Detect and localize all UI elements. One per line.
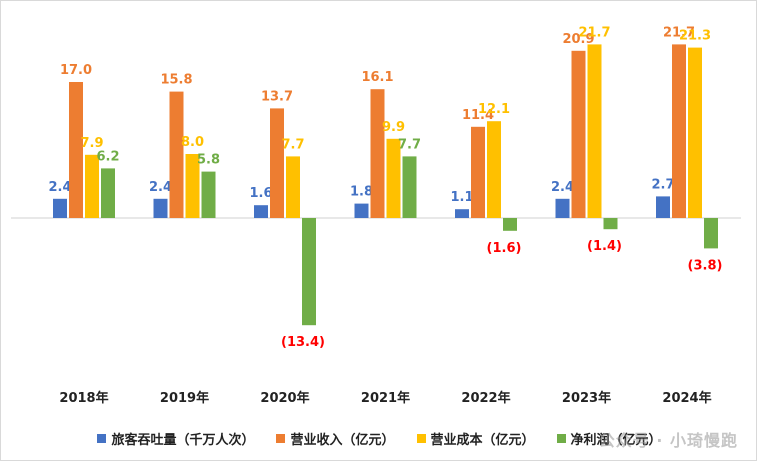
bar <box>503 218 517 231</box>
legend-item: 旅客吞吐量（千万人次） <box>97 429 254 448</box>
bar <box>688 47 702 218</box>
data-label: 7.7 <box>398 137 421 152</box>
bar <box>85 154 99 218</box>
bar <box>656 196 670 218</box>
legend-item: 营业收入（亿元） <box>276 429 395 448</box>
bar <box>185 154 200 218</box>
data-label: 1.6 <box>249 186 272 201</box>
watermark-text: 公众号 · 小琦慢跑 <box>598 431 738 450</box>
category-label: 2018年 <box>59 390 108 406</box>
data-label: 2.7 <box>651 177 674 192</box>
data-label: 21.7 <box>578 25 610 40</box>
data-label: 20.9 <box>562 32 594 47</box>
data-label: (1.4) <box>587 239 622 254</box>
legend-swatch <box>556 434 566 443</box>
bar <box>254 205 268 218</box>
data-label: 5.8 <box>197 153 220 168</box>
data-label: 7.7 <box>281 137 304 152</box>
bar <box>487 121 501 218</box>
data-label: 2.4 <box>48 180 71 195</box>
bar <box>286 156 300 218</box>
data-label: 16.1 <box>361 70 393 85</box>
data-label: 1.1 <box>450 190 473 205</box>
legend-swatch <box>276 434 286 443</box>
bar <box>402 156 417 218</box>
category-label: 2023年 <box>562 390 611 406</box>
data-label: 21.3 <box>679 29 711 44</box>
data-label: 2.4 <box>149 180 172 195</box>
category-label: 2022年 <box>461 390 510 406</box>
legend-label: 旅客吞吐量（千万人次） <box>111 433 255 448</box>
data-label: 21.7 <box>663 25 695 40</box>
data-label: 2.4 <box>551 180 574 195</box>
category-label: 2020年 <box>260 390 309 406</box>
bar <box>169 91 184 218</box>
bar <box>571 50 586 218</box>
data-label: 1.8 <box>350 185 373 200</box>
data-label: (13.4) <box>281 335 325 350</box>
bar <box>354 203 369 218</box>
category-label: 2024年 <box>662 390 711 406</box>
bar <box>370 89 385 218</box>
data-label: 7.9 <box>80 136 103 151</box>
bar <box>455 209 469 218</box>
data-label: 12.1 <box>478 102 510 117</box>
bar <box>53 198 67 218</box>
data-label: 15.8 <box>160 73 192 88</box>
legend-swatch <box>416 434 426 443</box>
legend-swatch <box>97 434 107 443</box>
data-label: 13.7 <box>261 89 293 104</box>
data-label: 6.2 <box>96 149 119 164</box>
bar <box>69 82 83 218</box>
legend-item: 净利润（亿元） <box>556 429 662 448</box>
bar <box>471 126 485 218</box>
bar <box>153 198 168 218</box>
chart-legend: 旅客吞吐量（千万人次） 营业收入（亿元） 营业成本（亿元） 净利润（亿元） <box>1 429 757 448</box>
bar <box>587 44 602 219</box>
legend-item: 营业成本（亿元） <box>416 429 535 448</box>
bar <box>101 168 115 218</box>
legend-label: 净利润（亿元） <box>570 433 662 448</box>
bar <box>555 198 570 218</box>
data-label: 17.0 <box>60 63 92 78</box>
bar <box>704 218 718 249</box>
legend-label: 营业收入（亿元） <box>290 433 395 448</box>
bar <box>201 171 216 218</box>
category-label: 2021年 <box>361 390 410 406</box>
data-label: (1.6) <box>487 241 522 256</box>
data-label: 8.0 <box>181 135 204 150</box>
category-label: 2019年 <box>160 390 209 406</box>
bar <box>672 44 686 219</box>
data-label: 11.4 <box>462 108 494 123</box>
data-label: (3.8) <box>688 258 723 273</box>
bar <box>270 108 284 218</box>
legend-label: 营业成本（亿元） <box>430 433 535 448</box>
bar <box>386 138 401 218</box>
bar <box>302 218 316 326</box>
data-label: 9.9 <box>382 120 405 135</box>
bar <box>603 218 618 230</box>
